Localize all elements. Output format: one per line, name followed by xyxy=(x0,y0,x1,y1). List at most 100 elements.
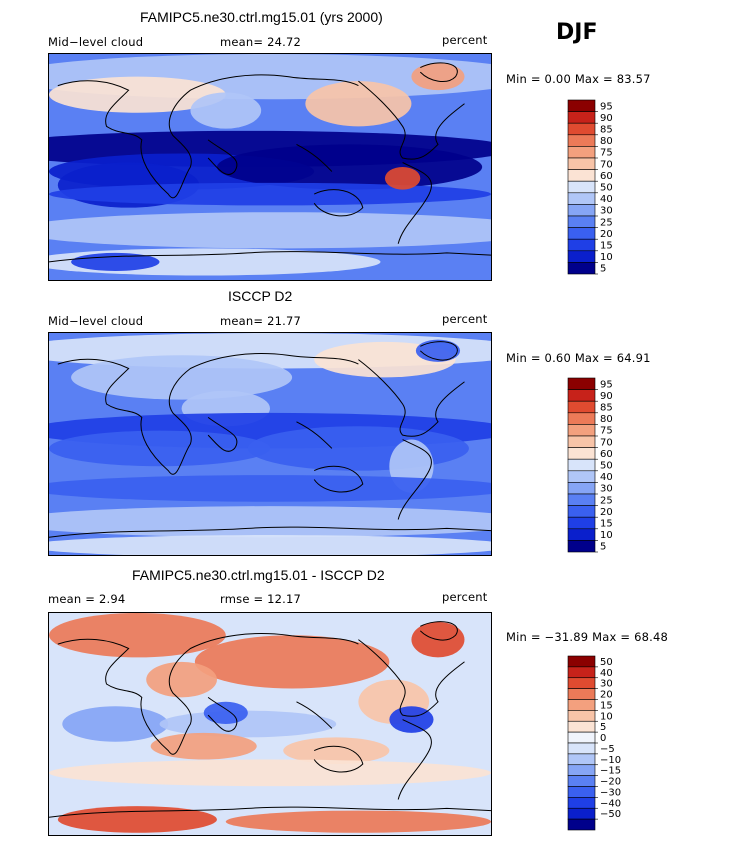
panel-1-map-plot xyxy=(49,54,491,280)
panel-1-colorbar-tick-label-8: 40 xyxy=(600,194,613,205)
panel-2-map-field-region-3 xyxy=(71,355,293,400)
panel-2-map-field-region-9 xyxy=(49,475,491,502)
panel-1-variable-label: Mid−level cloud xyxy=(48,35,144,49)
panel-3-map-field-region-9 xyxy=(49,759,491,787)
panel-2-colorbar-tick-label-8: 40 xyxy=(600,472,613,483)
panel-3-map-field-region-11 xyxy=(225,810,491,833)
panel-2-map-coastline-4 xyxy=(358,359,465,437)
panel-2-colorbar-swatch-6 xyxy=(567,447,596,460)
panel-3-colorbar-tick-label-14: −50 xyxy=(600,809,621,820)
panel-1-colorbar-tick-label-7: 50 xyxy=(600,183,613,194)
panel-2-colorbar-swatch-5 xyxy=(567,435,596,448)
panel-3-colorbar-swatch-1 xyxy=(567,666,596,679)
panel-1-colorbar-swatch-14 xyxy=(567,262,596,275)
panel-1-colorbar-tick-label-11: 20 xyxy=(600,229,613,240)
panel-1-colorbar-tick-label-6: 60 xyxy=(600,171,613,182)
panel-2-map-field-region-6 xyxy=(49,430,270,467)
panel-3-colorbar-swatch-8 xyxy=(567,742,596,755)
panel-3-colorbar-tick-label-6: 5 xyxy=(600,722,606,733)
panel-2-colorbar-tick-label-11: 20 xyxy=(600,507,613,518)
season-label: DJF xyxy=(556,20,598,45)
panel-2-colorbar-tick-label-9: 30 xyxy=(600,484,613,495)
panel-1-map-coastline-3 xyxy=(313,189,364,217)
panel-1-colorbar-swatch-0 xyxy=(567,99,596,112)
panel-3-colorbar-swatch-12 xyxy=(567,786,596,798)
panel-1-colorbar-swatch-9 xyxy=(567,204,596,217)
panel-3-colorbar-swatch-6 xyxy=(567,720,596,733)
panel-1-colorbar-swatch-8 xyxy=(567,192,596,205)
panel-3-colorbar-tick-label-5: 10 xyxy=(600,711,613,722)
panel-1-colorbar-tick-label-5: 70 xyxy=(600,159,613,170)
panel-3-colorbar: 50 40 30 20 15 10 5 0 −5 −10 −15 −20 −30 −40 −50 xyxy=(567,655,628,831)
panel-1-colorbar-tick-label-1: 90 xyxy=(600,113,613,124)
panel-1-map xyxy=(48,53,492,281)
panel-2-colorbar-tick-label-10: 25 xyxy=(600,495,613,506)
panel-2-colorbar: 95 90 85 80 75 70 60 50 40 30 25 20 15 10 5 xyxy=(567,377,628,553)
panel-1-map-field-region-1 xyxy=(49,76,226,113)
panel-3-map-field-region-12 xyxy=(203,701,248,724)
panel-3-map-field-region-8 xyxy=(283,737,390,764)
panel-2-colorbar-tick-label-13: 10 xyxy=(600,530,613,541)
panel-2-colorbar-swatch-0 xyxy=(567,377,596,390)
panel-2-map-coastline-6 xyxy=(419,341,458,361)
panel-3-colorbar-swatch-15 xyxy=(567,818,596,831)
panel-3-colorbar-swatch-11 xyxy=(567,775,596,787)
panel-2-colorbar-swatch-14 xyxy=(567,540,596,553)
panel-2-colorbar-swatch-2 xyxy=(567,400,596,414)
panel-2-colorbar-tick-label-5: 70 xyxy=(600,437,613,448)
panel-1-colorbar-swatch-1 xyxy=(567,111,596,124)
panel-1-map-coastline-2 xyxy=(296,143,333,172)
panel-3-colorbar-tick-label-2: 30 xyxy=(600,679,613,690)
panel-2-map xyxy=(48,332,492,556)
panel-1-map-field-region-3 xyxy=(411,63,465,91)
panel-2-units-label: percent xyxy=(442,312,488,326)
panel-1-colorbar-swatch-11 xyxy=(567,227,596,240)
panel-3-colorbar-swatch-10 xyxy=(567,764,596,776)
panel-3-colorbar-swatch-7 xyxy=(567,731,596,744)
panel-3-colorbar-tick-label-13: −40 xyxy=(600,798,621,809)
panel-2-colorbar-swatch-7 xyxy=(567,458,596,472)
panel-2-colorbar-swatch-1 xyxy=(567,389,596,402)
panel-3-title: FAMIPC5.ne30.ctrl.mg15.01 - ISCCP D2 xyxy=(132,567,385,583)
panel-3-colorbar-tick-label-11: −20 xyxy=(600,777,621,788)
panel-2-colorbar-tick-label-3: 80 xyxy=(600,414,613,425)
panel-2-colorbar-swatch-10 xyxy=(567,493,596,506)
panel-3-colorbar-swatch-0 xyxy=(567,655,596,668)
panel-3-units-label: percent xyxy=(442,590,488,604)
panel-2-map-coastline-2 xyxy=(296,421,333,449)
panel-1-colorbar-swatch-3 xyxy=(567,134,596,147)
panel-3-map-field-region-1 xyxy=(194,635,390,689)
panel-1-colorbar-tick-label-2: 85 xyxy=(600,125,613,136)
panel-2-colorbar-tick-label-12: 15 xyxy=(600,519,613,530)
panel-2-colorbar-swatch-13 xyxy=(567,528,596,541)
panel-2-colorbar-tick-label-2: 85 xyxy=(600,403,613,414)
panel-1-map-coastline-5 xyxy=(397,162,432,244)
panel-1-title: FAMIPC5.ne30.ctrl.mg15.01 (yrs 2000) xyxy=(140,9,383,25)
panel-3-map-field-region-2 xyxy=(146,661,217,698)
panel-3-map-coastline-5 xyxy=(397,719,432,800)
panel-1-colorbar-swatch-12 xyxy=(567,238,596,252)
panel-2-colorbar-tick-label-1: 90 xyxy=(600,391,613,402)
panel-3-colorbar-tick-label-12: −30 xyxy=(600,787,621,798)
panel-2-colorbar-swatch-12 xyxy=(567,516,596,530)
panel-2-colorbar-tick-label-4: 75 xyxy=(600,426,613,437)
panel-1-map-field-region-2 xyxy=(305,81,412,127)
panel-3-map-plot xyxy=(49,613,491,835)
panel-1-colorbar-tick-label-12: 15 xyxy=(600,241,613,252)
panel-1-colorbar-swatch-7 xyxy=(567,180,596,194)
panel-3-rmse-label: rmse = 12.17 xyxy=(220,592,302,606)
panel-1-map-coastline-6 xyxy=(419,62,458,83)
panel-3-colorbar-tick-label-3: 20 xyxy=(600,690,613,701)
panel-2-map-field-region-2 xyxy=(415,339,461,362)
panel-1-colorbar-tick-label-0: 95 xyxy=(600,101,613,112)
panel-1-colorbar-swatch-13 xyxy=(567,250,596,263)
panel-2-map-coastline-1 xyxy=(207,417,238,452)
panel-2-minmax: Min = 0.60 Max = 64.91 xyxy=(506,351,651,365)
panel-3-colorbar-swatch-3 xyxy=(567,688,596,700)
panel-1-map-coastline-7 xyxy=(49,251,491,263)
panel-3-map-field-region-7 xyxy=(150,732,257,760)
panel-1-colorbar-tick-label-3: 80 xyxy=(600,136,613,147)
panel-1-map-field-region-13 xyxy=(190,92,262,129)
